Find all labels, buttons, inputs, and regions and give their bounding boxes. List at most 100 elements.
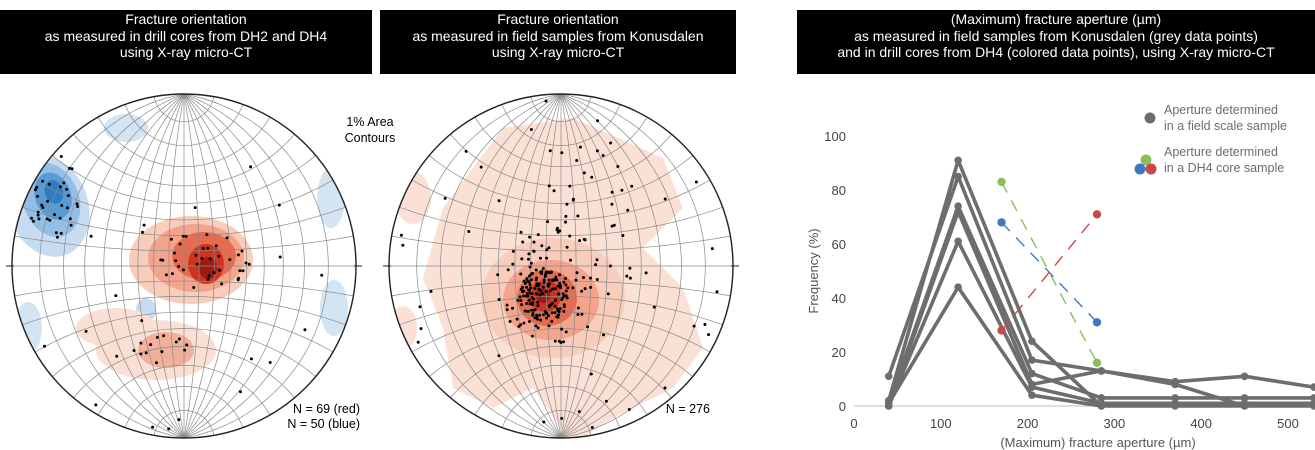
pole-point: [531, 271, 534, 275]
pole-point: [540, 270, 544, 273]
contour-note: 1% Area Contours: [330, 114, 410, 146]
pole-point: [533, 316, 537, 320]
pole-point: [590, 175, 594, 179]
pole-point: [589, 372, 593, 376]
pole-point: [532, 240, 536, 244]
pole-point: [707, 333, 711, 337]
pole-point: [75, 202, 79, 206]
pole-point: [45, 217, 49, 221]
pole-point: [604, 399, 608, 403]
pole-point: [542, 313, 545, 317]
data-point: [884, 372, 893, 381]
axes: 0 100 200 300 400 500 0 20 40 60 80 100 (Maximum) fr…: [806, 129, 1314, 450]
pole-point: [533, 287, 537, 290]
data-point: [1171, 380, 1179, 389]
data-point: [1240, 372, 1249, 381]
pole-point: [544, 289, 548, 293]
pole-point: [561, 292, 565, 296]
x-tick-label: 0: [850, 416, 857, 431]
pole-point: [228, 258, 232, 262]
legend-icon-core-green: [1140, 154, 1152, 166]
x-tick-label: 200: [1017, 416, 1039, 431]
n-line: N = 276: [665, 402, 710, 416]
pole-point: [505, 303, 509, 307]
pole-point: [164, 273, 168, 277]
pole-point: [560, 151, 564, 155]
pole-point: [564, 294, 568, 298]
pole-point: [277, 203, 281, 207]
pole-point: [206, 246, 210, 250]
pole-point: [177, 337, 181, 341]
pole-point: [550, 311, 554, 315]
pole-point: [546, 220, 549, 224]
pole-point: [534, 278, 538, 282]
pole-point: [169, 237, 173, 241]
legend: Aperture determined in a field scale samp…: [1134, 103, 1287, 175]
legend-icon-field: [1144, 112, 1156, 124]
pole-point: [36, 210, 40, 214]
legend-label: Aperture determined: [1164, 103, 1278, 117]
pole-point: [542, 280, 546, 284]
y-tick-label: 20: [832, 345, 846, 360]
contours-blue: [12, 114, 348, 354]
pole-point: [612, 223, 616, 227]
pole-point: [533, 308, 537, 312]
pole-point: [160, 350, 164, 354]
pole-point: [194, 253, 198, 257]
pole-point: [520, 257, 524, 261]
pole-point: [557, 339, 561, 343]
pole-point: [625, 274, 629, 278]
pole-point: [185, 343, 189, 347]
pole-point: [546, 284, 550, 288]
pole-point: [40, 203, 44, 207]
pole-point: [497, 199, 501, 203]
pole-point: [195, 262, 199, 266]
pole-point: [562, 303, 566, 307]
pole-point: [652, 305, 656, 309]
pole-point: [237, 276, 240, 280]
pole-point: [54, 231, 58, 235]
pole-point: [536, 304, 540, 308]
pole-point: [565, 202, 569, 206]
pole-point: [68, 217, 72, 221]
pole-point: [181, 234, 185, 238]
data-point: [1097, 402, 1106, 410]
pole-point: [62, 181, 66, 185]
pole-point: [174, 259, 178, 263]
pole-point: [580, 312, 584, 316]
pole-point: [528, 274, 531, 278]
pole-point: [589, 285, 593, 289]
pole-point: [525, 277, 529, 281]
pole-point: [66, 194, 70, 198]
pole-point: [497, 298, 501, 301]
pole-point: [522, 294, 525, 298]
legend-icon-core-red: [1145, 163, 1157, 175]
pole-point: [547, 246, 551, 250]
pole-point: [545, 248, 549, 252]
pole-point: [571, 197, 575, 201]
contour-note-line: 1% Area: [346, 115, 394, 129]
series-line-core-green: [1000, 181, 1098, 364]
pole-point: [60, 204, 64, 207]
pole-point: [140, 319, 144, 323]
pole-point: [58, 216, 62, 220]
pole-point: [525, 285, 529, 289]
pole-point: [526, 309, 530, 313]
pole-point: [167, 427, 171, 431]
pole-point: [626, 208, 630, 212]
pole-point: [541, 267, 545, 270]
pole-point: [558, 229, 562, 233]
pole-point: [564, 277, 567, 280]
data-point: [954, 172, 962, 181]
title-line: and in drill cores from DH4 (colored dat…: [837, 44, 1275, 60]
pole-point: [620, 188, 624, 192]
pole-point: [554, 275, 558, 279]
pole-point: [568, 184, 572, 188]
pole-point: [539, 318, 542, 322]
pole-point: [545, 256, 549, 260]
pole-point: [580, 289, 584, 293]
pole-point: [547, 278, 551, 282]
pole-point: [583, 287, 587, 291]
pole-point: [565, 245, 569, 249]
pole-point: [46, 199, 50, 203]
